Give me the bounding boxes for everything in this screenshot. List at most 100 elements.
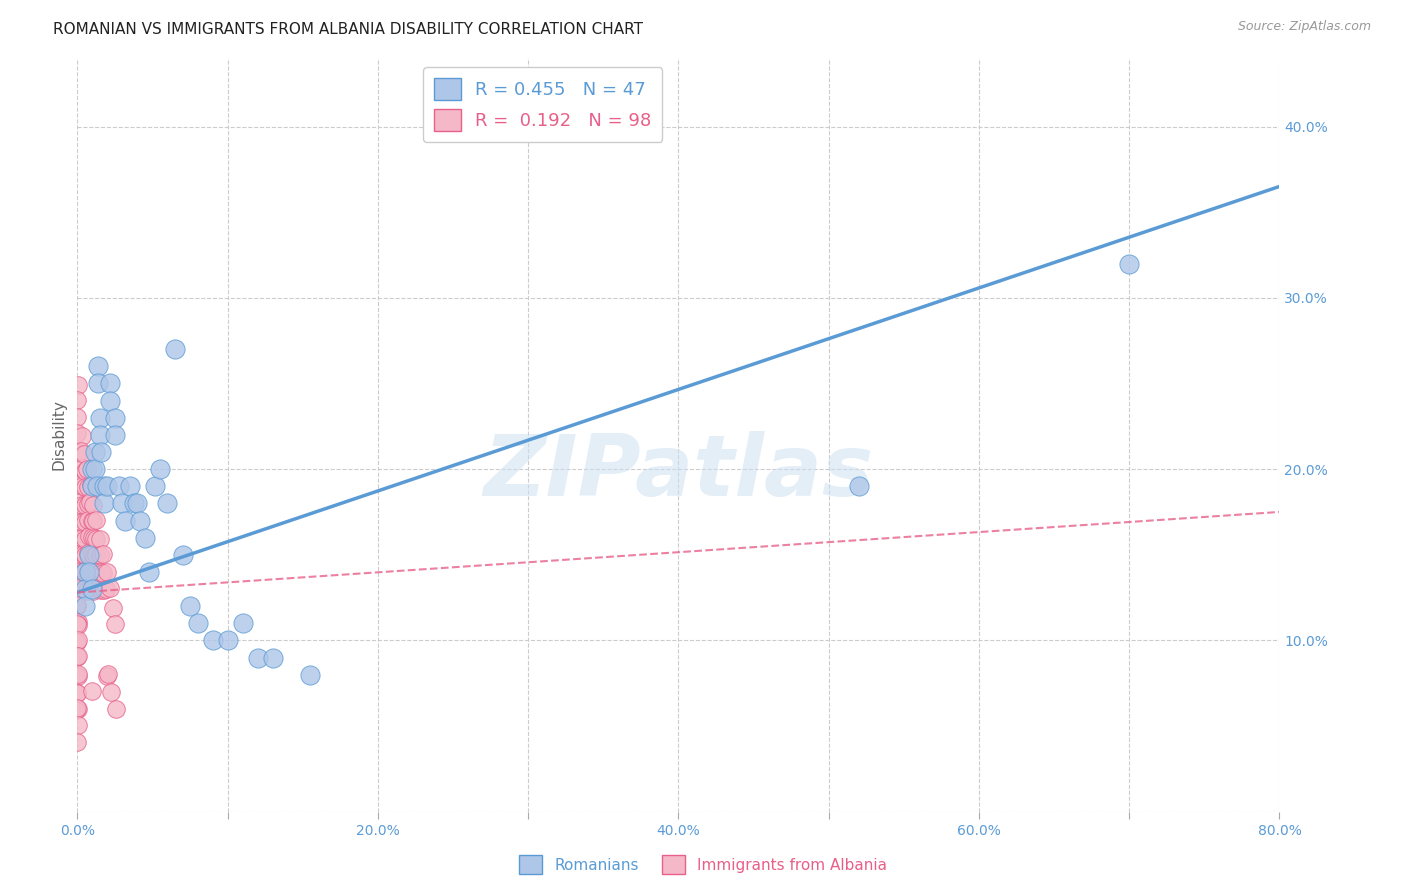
Point bbox=[217, 633, 239, 648]
Point bbox=[89, 410, 111, 425]
Point bbox=[100, 393, 122, 408]
Point bbox=[75, 515, 97, 529]
Point bbox=[848, 479, 870, 493]
Text: ZIPatlas: ZIPatlas bbox=[484, 431, 873, 514]
Point bbox=[66, 515, 89, 529]
Point bbox=[66, 615, 89, 630]
Point bbox=[104, 617, 127, 632]
Point bbox=[65, 599, 87, 613]
Point bbox=[66, 565, 89, 579]
Point bbox=[83, 549, 105, 563]
Point bbox=[66, 599, 89, 613]
Point bbox=[179, 599, 201, 614]
Point bbox=[73, 480, 96, 494]
Point bbox=[76, 583, 98, 598]
Point bbox=[187, 616, 209, 631]
Point bbox=[114, 514, 136, 528]
Point bbox=[73, 582, 96, 596]
Point bbox=[83, 564, 105, 578]
Point bbox=[76, 462, 98, 476]
Point bbox=[67, 648, 90, 663]
Point bbox=[70, 498, 93, 512]
Point bbox=[96, 668, 118, 682]
Point bbox=[66, 393, 89, 408]
Point bbox=[82, 583, 104, 598]
Point bbox=[129, 514, 152, 528]
Point bbox=[70, 429, 93, 443]
Point bbox=[66, 583, 89, 598]
Point bbox=[91, 547, 114, 561]
Point bbox=[67, 633, 90, 648]
Point bbox=[262, 650, 284, 665]
Text: Source: ZipAtlas.com: Source: ZipAtlas.com bbox=[1237, 20, 1371, 33]
Point bbox=[96, 479, 118, 493]
Point bbox=[66, 426, 89, 441]
Point bbox=[80, 565, 103, 579]
Point bbox=[67, 618, 90, 632]
Point bbox=[66, 599, 89, 614]
Point bbox=[70, 461, 93, 475]
Point bbox=[84, 462, 107, 476]
Point bbox=[82, 498, 104, 512]
Point bbox=[70, 444, 93, 458]
Point bbox=[89, 532, 111, 546]
Legend: R = 0.455   N = 47, R =  0.192   N = 98: R = 0.455 N = 47, R = 0.192 N = 98 bbox=[423, 67, 662, 142]
Point bbox=[82, 514, 104, 528]
Point bbox=[104, 427, 127, 442]
Point bbox=[77, 513, 100, 527]
Point bbox=[66, 668, 89, 682]
Point bbox=[73, 533, 96, 547]
Point bbox=[1118, 256, 1140, 270]
Point bbox=[101, 600, 124, 615]
Point bbox=[67, 495, 90, 509]
Point bbox=[80, 514, 103, 528]
Point bbox=[66, 686, 89, 700]
Point bbox=[87, 359, 110, 374]
Point bbox=[124, 496, 146, 510]
Point bbox=[73, 498, 96, 512]
Point bbox=[111, 496, 134, 510]
Point bbox=[97, 666, 120, 681]
Point bbox=[70, 532, 93, 546]
Legend: Romanians, Immigrants from Albania: Romanians, Immigrants from Albania bbox=[513, 849, 893, 880]
Point bbox=[87, 376, 110, 391]
Point bbox=[246, 650, 269, 665]
Point bbox=[77, 529, 100, 543]
Point bbox=[65, 564, 87, 578]
Point bbox=[66, 566, 89, 580]
Point bbox=[67, 667, 90, 681]
Point bbox=[86, 513, 108, 527]
Point bbox=[82, 462, 104, 476]
Point bbox=[66, 547, 89, 561]
Point bbox=[66, 635, 89, 649]
Point bbox=[90, 582, 112, 597]
Point bbox=[65, 633, 87, 648]
Point bbox=[93, 479, 115, 493]
Point bbox=[98, 581, 121, 595]
Point bbox=[75, 464, 97, 478]
Point bbox=[66, 686, 89, 700]
Point bbox=[76, 566, 98, 580]
Point bbox=[163, 342, 186, 356]
Point bbox=[80, 683, 103, 698]
Point bbox=[82, 479, 104, 493]
Point bbox=[104, 410, 127, 425]
Y-axis label: Disability: Disability bbox=[51, 400, 66, 470]
Point bbox=[118, 479, 141, 493]
Point bbox=[65, 409, 87, 424]
Point bbox=[201, 633, 224, 648]
Point bbox=[299, 667, 322, 681]
Point bbox=[67, 582, 90, 597]
Point bbox=[134, 531, 156, 545]
Point bbox=[86, 479, 108, 493]
Point bbox=[82, 582, 104, 596]
Point bbox=[66, 378, 89, 392]
Point bbox=[96, 566, 118, 580]
Point bbox=[80, 547, 103, 561]
Point bbox=[84, 565, 107, 579]
Point bbox=[89, 427, 111, 442]
Point bbox=[73, 565, 96, 579]
Point bbox=[65, 669, 87, 683]
Point bbox=[79, 565, 101, 579]
Text: ROMANIAN VS IMMIGRANTS FROM ALBANIA DISABILITY CORRELATION CHART: ROMANIAN VS IMMIGRANTS FROM ALBANIA DISA… bbox=[53, 22, 644, 37]
